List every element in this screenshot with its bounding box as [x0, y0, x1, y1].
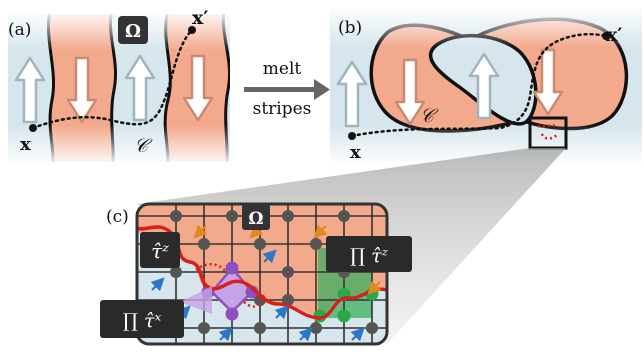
- up-arrow-a1: [14, 56, 46, 124]
- x-start-label-b: x: [350, 142, 361, 163]
- transition-line2: stripes: [253, 99, 312, 119]
- prod-tau-x-badge: ∏ τ̂ˣ: [100, 286, 212, 338]
- panel-a: [8, 14, 230, 162]
- omega-badge-a: Ω: [118, 16, 148, 44]
- svg-text:∏ τ̂ˣ: ∏ τ̂ˣ: [123, 310, 162, 332]
- x-start-label-a: x: [20, 134, 31, 155]
- x-end-label-a: x′: [192, 7, 208, 29]
- svg-text:∏ τ̂ᶻ: ∏ τ̂ᶻ: [350, 245, 389, 267]
- zoom-red-path: [537, 124, 559, 140]
- transition-line1: melt: [263, 59, 302, 79]
- down-arrow-b2: [532, 48, 564, 116]
- end-point-a: [188, 26, 196, 34]
- down-arrow-b1: [394, 58, 426, 126]
- panel-c-label: (c): [106, 207, 129, 227]
- panel-b-label: (b): [338, 18, 362, 38]
- down-arrow-a1: [66, 56, 98, 124]
- up-arrow-b2: [468, 52, 500, 120]
- svg-text:Ω: Ω: [248, 209, 263, 229]
- red-dotted-loop: [195, 263, 266, 308]
- down-arrow-a2: [182, 54, 214, 122]
- x-end-label-b: x′: [606, 24, 622, 46]
- prod-tau-z-badge: ∏ τ̂ᶻ: [326, 236, 412, 272]
- melt-stripes-arrow: melt stripes: [244, 59, 330, 119]
- start-point-a: [29, 124, 37, 132]
- up-arrow-a2: [124, 54, 156, 122]
- tau-z-badge: τ̂ᶻ: [140, 232, 180, 268]
- panel-a-label: (a): [8, 20, 31, 40]
- omega-badge-c: Ω: [242, 204, 270, 230]
- end-point-b: [602, 32, 610, 40]
- up-arrow-b1: [336, 60, 368, 128]
- panel-b: [330, 10, 642, 162]
- contour-path-a: [31, 28, 194, 130]
- svg-text:τ̂ᶻ: τ̂ᶻ: [151, 239, 169, 263]
- contour-path-b: [350, 33, 608, 138]
- start-point-b: [348, 132, 356, 140]
- svg-text:Ω: Ω: [125, 21, 141, 42]
